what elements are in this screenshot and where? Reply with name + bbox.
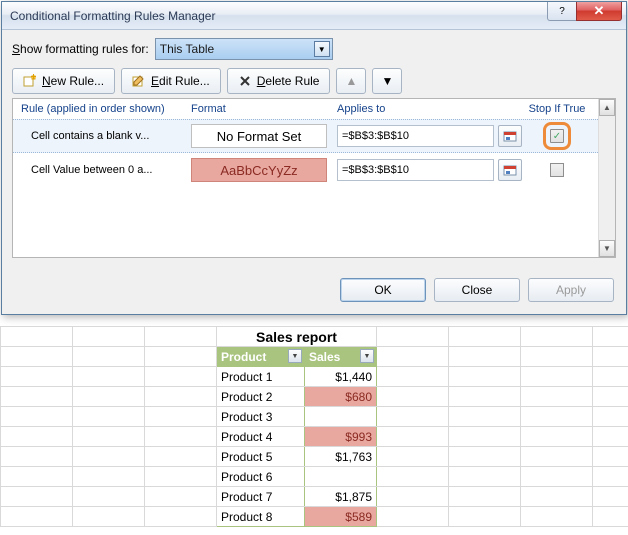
rule-format-preview: No Format Set — [191, 124, 327, 148]
rule-name: Cell Value between 0 a... — [21, 164, 191, 176]
dialog-footer: OK Close Apply — [2, 268, 626, 314]
col-header-sales[interactable]: Sales▼ — [305, 347, 377, 367]
move-up-button[interactable]: ▲ — [336, 68, 366, 94]
rules-header: Rule (applied in order shown) Format App… — [13, 99, 598, 119]
stop-if-true-checkbox[interactable]: ✓ — [550, 129, 564, 143]
product-cell[interactable]: Product 1 — [217, 367, 305, 387]
move-down-button[interactable]: ▼ — [372, 68, 402, 94]
rule-applies: =$B$3:$B$10 — [337, 125, 522, 147]
stop-if-true-checkbox[interactable] — [550, 163, 564, 177]
col-header-stop: Stop If True — [522, 103, 592, 115]
rule-name: Cell contains a blank v... — [21, 130, 191, 142]
applies-to-input[interactable]: =$B$3:$B$10 — [337, 159, 494, 181]
toolbar: New Rule... Edit Rule... Delete Rule ▲ ▼ — [12, 68, 616, 94]
product-cell[interactable]: Product 6 — [217, 467, 305, 487]
applies-to-input[interactable]: =$B$3:$B$10 — [337, 125, 494, 147]
rule-row[interactable]: Cell Value between 0 a...AaBbCcYyZz =$B$3… — [13, 153, 598, 187]
rules-list: Rule (applied in order shown) Format App… — [12, 98, 616, 258]
sales-table[interactable]: Sales reportProduct▼Sales▼Product 1$1,44… — [0, 326, 628, 527]
col-header-rule: Rule (applied in order shown) — [21, 103, 191, 115]
help-button[interactable]: ? — [547, 2, 577, 21]
sales-cell[interactable]: $680 — [305, 387, 377, 407]
range-picker-button[interactable] — [498, 125, 522, 147]
new-rule-button[interactable]: New Rule... — [12, 68, 115, 94]
scope-combo[interactable]: This Table ▼ — [155, 38, 333, 60]
sales-cell[interactable]: $993 — [305, 427, 377, 447]
new-rule-label: New Rule... — [42, 74, 104, 88]
col-header-format: Format — [191, 103, 337, 115]
spreadsheet: Sales reportProduct▼Sales▼Product 1$1,44… — [0, 316, 628, 527]
edit-rule-icon — [132, 74, 146, 88]
sales-cell[interactable]: $1,440 — [305, 367, 377, 387]
arrow-down-icon: ▼ — [382, 74, 394, 88]
filter-dropdown-icon[interactable]: ▼ — [288, 349, 302, 363]
edit-rule-label: Edit Rule... — [151, 74, 210, 88]
scroll-up-icon[interactable]: ▲ — [599, 99, 615, 116]
titlebar: Conditional Formatting Rules Manager ? ✕ — [2, 2, 626, 30]
range-picker-button[interactable] — [498, 159, 522, 181]
sales-cell[interactable] — [305, 467, 377, 487]
product-cell[interactable]: Product 8 — [217, 507, 305, 527]
chevron-down-icon: ▼ — [314, 41, 330, 57]
conditional-formatting-dialog: Conditional Formatting Rules Manager ? ✕… — [1, 1, 627, 315]
sales-cell[interactable]: $1,763 — [305, 447, 377, 467]
dialog-title: Conditional Formatting Rules Manager — [10, 9, 626, 23]
col-header-applies: Applies to — [337, 103, 522, 115]
new-rule-icon — [23, 74, 37, 88]
show-rules-for-label: Show formatting rules for: — [12, 42, 149, 56]
close-button[interactable]: Close — [434, 278, 520, 302]
sales-cell[interactable] — [305, 407, 377, 427]
rules-scrollbar[interactable]: ▲ ▼ — [598, 99, 615, 257]
product-cell[interactable]: Product 5 — [217, 447, 305, 467]
arrow-up-icon: ▲ — [346, 74, 358, 88]
scroll-down-icon[interactable]: ▼ — [599, 240, 615, 257]
product-cell[interactable]: Product 7 — [217, 487, 305, 507]
scope-value: This Table — [160, 42, 314, 56]
rule-applies: =$B$3:$B$10 — [337, 159, 522, 181]
sales-cell[interactable]: $1,875 — [305, 487, 377, 507]
rule-row[interactable]: Cell contains a blank v...No Format Set =… — [13, 119, 598, 153]
rule-format-preview: AaBbCcYyZz — [191, 158, 327, 182]
scope-row: Show formatting rules for: This Table ▼ — [12, 38, 616, 60]
product-cell[interactable]: Product 4 — [217, 427, 305, 447]
filter-dropdown-icon[interactable]: ▼ — [360, 349, 374, 363]
sheet-title: Sales report — [217, 327, 377, 347]
delete-rule-icon — [238, 74, 252, 88]
product-cell[interactable]: Product 2 — [217, 387, 305, 407]
delete-rule-button[interactable]: Delete Rule — [227, 68, 331, 94]
col-header-product[interactable]: Product▼ — [217, 347, 305, 367]
edit-rule-button[interactable]: Edit Rule... — [121, 68, 221, 94]
close-window-button[interactable]: ✕ — [576, 2, 622, 21]
stop-if-true-cell — [522, 163, 592, 177]
apply-button[interactable]: Apply — [528, 278, 614, 302]
ok-button[interactable]: OK — [340, 278, 426, 302]
window-buttons: ? ✕ — [547, 2, 622, 22]
delete-rule-label: Delete Rule — [257, 74, 320, 88]
sales-cell[interactable]: $589 — [305, 507, 377, 527]
product-cell[interactable]: Product 3 — [217, 407, 305, 427]
dialog-body: Show formatting rules for: This Table ▼ … — [2, 30, 626, 268]
stop-if-true-cell: ✓ — [522, 129, 592, 143]
